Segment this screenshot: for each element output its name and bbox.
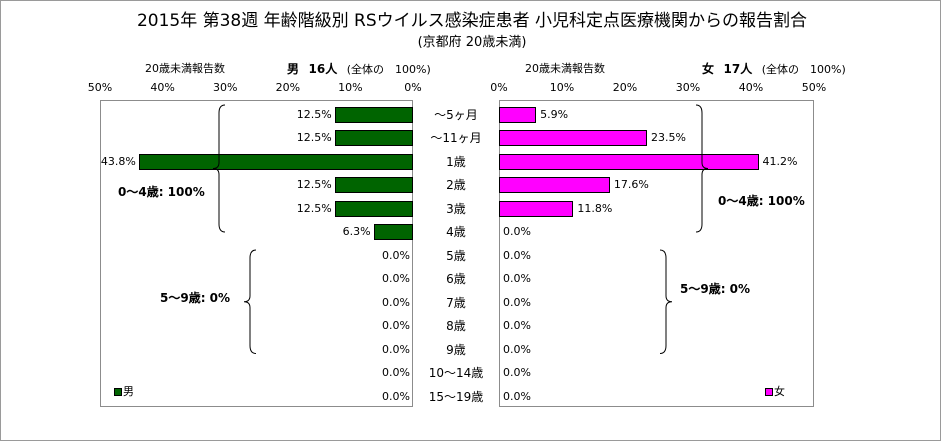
category-label: 10～14歳	[428, 366, 484, 381]
female-value-label: 0.0%	[503, 389, 531, 403]
male-value-label: 0.0%	[382, 272, 410, 286]
category-label: 5歳	[446, 248, 466, 263]
female-value-label: 5.9%	[540, 107, 569, 121]
male-value-label: 0.0%	[382, 389, 410, 403]
legend-male: 男	[114, 383, 134, 399]
legend-female: 女	[765, 383, 785, 399]
female-value-label: 41.2%	[762, 154, 798, 168]
male-value-label: 0.0%	[382, 248, 410, 262]
male-axis-tick: 10%	[338, 81, 363, 94]
male-header: 男 16人 (全体の 100%)	[287, 60, 431, 77]
female-axis-tick: 30%	[675, 81, 701, 94]
female-axis-label: 20歳未満報告数	[525, 62, 605, 75]
male-value-label: 6.3%	[342, 225, 371, 239]
category-label: 4歳	[446, 225, 466, 240]
female-value-label: 0.0%	[503, 295, 531, 309]
male-value-label: 0.0%	[382, 295, 410, 309]
female-value-label: 17.6%	[613, 178, 649, 192]
female-group-0-4-label: 0～4歳: 100%	[718, 194, 805, 208]
male-header-count: 16人	[308, 62, 338, 76]
female-header-count: 17人	[723, 62, 753, 76]
male-bar	[373, 224, 413, 241]
female-axis-tick: 10%	[549, 81, 575, 94]
male-bar	[334, 106, 413, 123]
male-value-label: 0.0%	[382, 366, 410, 380]
female-bar	[499, 200, 574, 217]
female-value-label: 0.0%	[503, 319, 531, 333]
legend-female-swatch	[765, 388, 773, 396]
male-value-label: 12.5%	[296, 131, 332, 145]
female-group-5-9-label: 5～9歳: 0%	[680, 282, 751, 296]
male-value-label: 0.0%	[382, 319, 410, 333]
male-bar	[138, 153, 413, 170]
male-value-label: 0.0%	[382, 342, 410, 356]
male-axis-label: 20歳未満報告数	[145, 62, 225, 75]
male-axis-tick: 50%	[87, 81, 113, 94]
category-label: 6歳	[446, 272, 466, 287]
category-label: 1歳	[446, 154, 466, 169]
female-value-label: 0.0%	[503, 342, 531, 356]
category-label: 15～19歳	[428, 389, 484, 404]
female-bar	[499, 153, 759, 170]
male-group-5-9-label: 5～9歳: 0%	[160, 291, 231, 305]
category-label: 7歳	[446, 295, 466, 310]
male-axis-tick: 20%	[275, 81, 301, 94]
female-axis-tick: 40%	[738, 81, 764, 94]
female-bar	[499, 177, 610, 194]
male-plot-area	[100, 100, 413, 407]
female-value-label: 11.8%	[577, 201, 613, 215]
category-label: 9歳	[446, 342, 466, 357]
female-value-label: 0.0%	[503, 225, 531, 239]
male-value-label: 43.8%	[100, 154, 136, 168]
female-header-name: 女	[702, 62, 715, 76]
chart-subtitle: (京都府 20歳未満)	[417, 35, 527, 50]
female-bar	[499, 130, 648, 147]
female-axis-tick: 20%	[612, 81, 638, 94]
male-bar	[334, 177, 413, 194]
chart-title: 2015年 第38週 年齢階級別 RSウイルス感染症患者 小児科定点医療機関から…	[136, 11, 808, 31]
male-header-name: 男	[287, 62, 300, 76]
category-label: ～5ヶ月	[434, 107, 478, 122]
male-axis-tick: 30%	[212, 81, 238, 94]
female-value-label: 0.0%	[503, 272, 531, 286]
category-label: 8歳	[446, 319, 466, 334]
female-axis-tick: 50%	[801, 81, 827, 94]
male-value-label: 12.5%	[296, 201, 332, 215]
male-axis-tick: 0%	[404, 81, 422, 94]
female-value-label: 23.5%	[651, 131, 686, 145]
category-label: 2歳	[446, 178, 466, 193]
category-label: ～11ヶ月	[430, 131, 482, 146]
male-header-note: (全体の 100%)	[346, 63, 431, 76]
male-bar	[334, 200, 413, 217]
legend-female-label: 女	[774, 385, 785, 398]
male-bar	[334, 130, 413, 147]
female-value-label: 0.0%	[503, 366, 531, 380]
female-header-note: (全体の 100%)	[761, 63, 846, 76]
female-bar	[499, 106, 537, 123]
male-axis-tick: 40%	[150, 81, 175, 94]
female-plot-area	[499, 100, 814, 407]
male-group-0-4-label: 0～4歳: 100%	[118, 185, 205, 199]
female-axis-tick: 0%	[490, 81, 508, 94]
legend-male-swatch	[114, 388, 122, 396]
male-value-label: 12.5%	[296, 107, 332, 121]
legend-male-label: 男	[123, 385, 134, 398]
female-header: 女 17人 (全体の 100%)	[702, 60, 846, 77]
male-value-label: 12.5%	[296, 178, 332, 192]
female-value-label: 0.0%	[503, 248, 531, 262]
category-label: 3歳	[446, 201, 466, 216]
